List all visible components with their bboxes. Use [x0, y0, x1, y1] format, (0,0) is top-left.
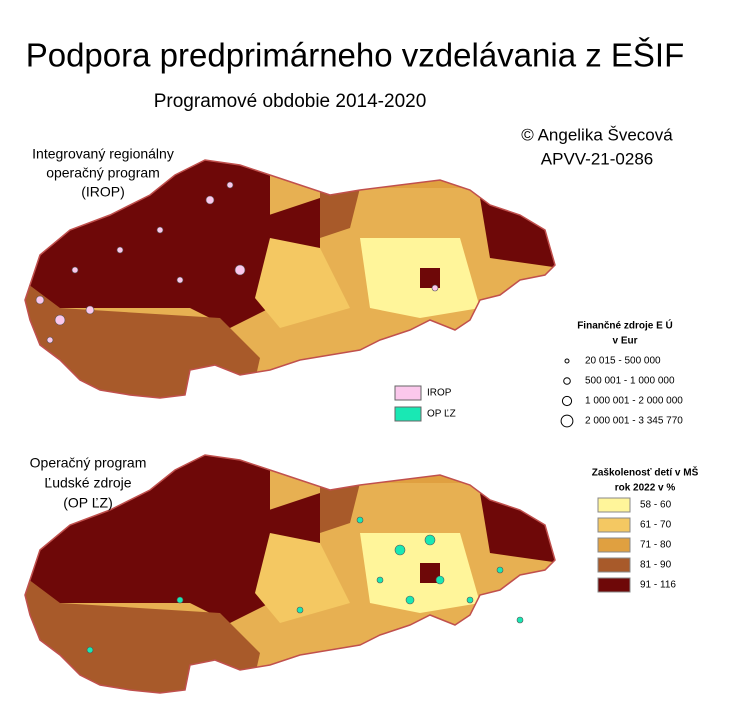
- map-label: operačný program: [46, 165, 160, 181]
- legend-title: v Eur: [612, 336, 637, 347]
- map-label: (IROP): [81, 184, 125, 200]
- map-label: Ľudské zdroje: [44, 475, 131, 491]
- legend-title: rok 2022 v %: [615, 483, 676, 494]
- irop-dots: [35, 181, 439, 344]
- map-label: Integrovaný regionálny: [32, 146, 174, 162]
- title: Podpora predprimárneho vzdelávania z EŠI…: [26, 37, 685, 74]
- legend-title: Zaškolenosť detí v MŠ: [592, 466, 699, 479]
- legend-label: 1 000 001 - 2 000 000: [585, 396, 683, 407]
- legend-label: OP ĽZ: [427, 409, 456, 420]
- legend-symbol: [560, 414, 574, 428]
- legend-label: IROP: [427, 388, 452, 399]
- legend-swatch: [394, 406, 422, 422]
- legend-symbol: [564, 358, 570, 364]
- legend-label: 2 000 001 - 3 345 770: [585, 416, 683, 427]
- legend-title: Finančné zdroje E Ú: [577, 319, 673, 332]
- legend-label: 71 - 80: [640, 540, 672, 551]
- legend-label: 500 001 - 1 000 000: [585, 376, 675, 387]
- subtitle: Programové obdobie 2014-2020: [154, 91, 427, 112]
- legend-label: 58 - 60: [640, 500, 672, 511]
- legend-swatch: [597, 517, 631, 533]
- legend-swatch: [597, 537, 631, 553]
- map-label: (OP ĽZ): [63, 495, 113, 511]
- legend-label: 20 015 - 500 000: [585, 356, 661, 367]
- legend-symbol: [563, 377, 571, 385]
- legend-symbol: [561, 395, 573, 407]
- map-label: Operačný program: [30, 455, 147, 471]
- legend-label: 91 - 116: [640, 580, 676, 591]
- legend-label: 61 - 70: [640, 520, 672, 531]
- credit: APVV-21-0286: [541, 149, 653, 168]
- oplz-dots: [86, 516, 524, 654]
- legend-swatch: [597, 577, 631, 593]
- legend-swatch: [597, 497, 631, 513]
- legend-swatch: [597, 557, 631, 573]
- credit: © Angelika Švecová: [521, 125, 673, 144]
- legend-label: 81 - 90: [640, 560, 672, 571]
- legend-swatch: [394, 385, 422, 401]
